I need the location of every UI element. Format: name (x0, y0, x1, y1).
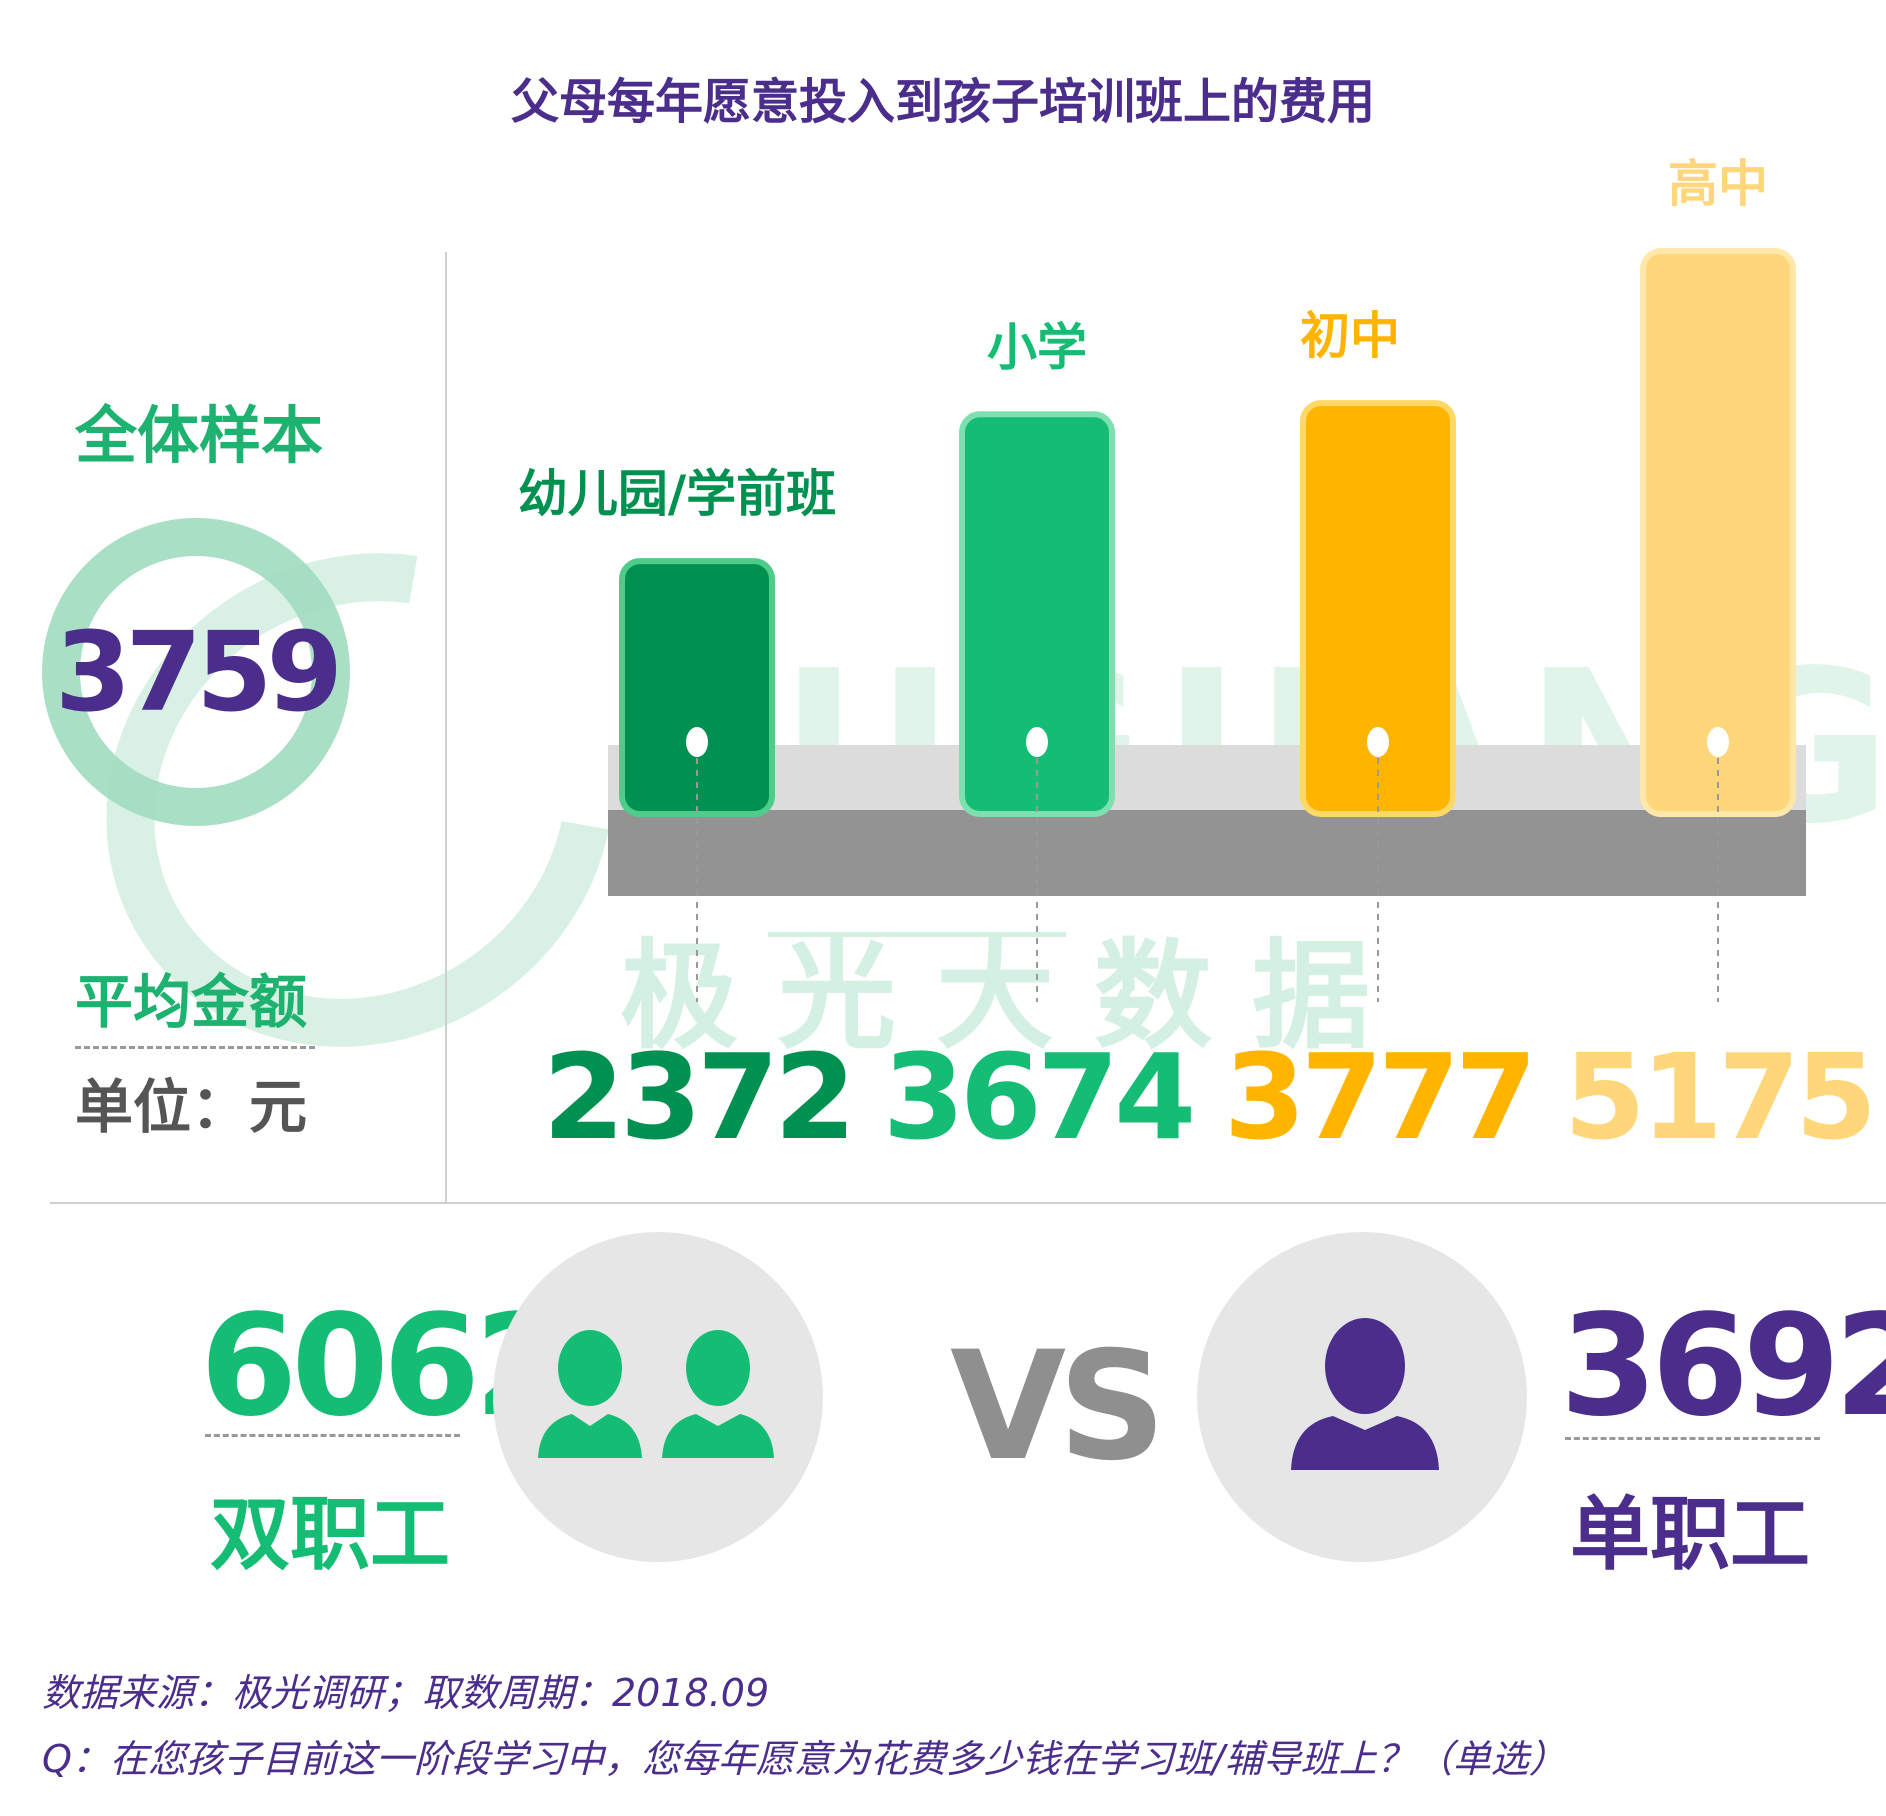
avg-label-divider (75, 1046, 315, 1049)
bar-value-4: 5175 (1564, 1028, 1872, 1166)
dual-income-label: 双职工 (210, 1488, 450, 1581)
panel-divider-horizontal (50, 1202, 1886, 1204)
panel-divider-vertical (445, 252, 447, 1204)
single-person-icon (1291, 1318, 1439, 1470)
chart-title: 父母每年愿意投入到孩子培训班上的费用 (510, 74, 1375, 130)
platform-base (608, 810, 1806, 896)
bar-chart: 幼儿园/学前班 2372 小学 3674 初中 3777 高中 5175 (518, 155, 1877, 1166)
bar-value-3: 3777 (1224, 1028, 1532, 1166)
bars-group: 幼儿园/学前班 2372 小学 3674 初中 3777 高中 5175 (518, 155, 1877, 1166)
bar-label-3: 初中 (1300, 307, 1400, 365)
bar-dot-3 (1367, 727, 1389, 757)
overall-sample-label: 全体样本 (75, 399, 324, 472)
bar-1 (619, 558, 775, 817)
bar-dot-2 (1026, 727, 1048, 757)
survey-question-note: Q：在您孩子目前这一阶段学习中，您每年愿意为花费多少钱在学习班/辅导班上？（单选… (42, 1737, 1567, 1781)
overall-value: 3759 (54, 608, 343, 736)
bar-label-1: 幼儿园/学前班 (518, 465, 836, 523)
bar-4 (1640, 248, 1796, 817)
bar-value-1: 2372 (543, 1028, 851, 1166)
bar-dot-4 (1707, 727, 1729, 757)
two-people-icon (538, 1330, 774, 1458)
versus-label: VS (950, 1320, 1166, 1494)
bar-value-2: 3674 (883, 1028, 1191, 1166)
watermark-divider (768, 932, 1066, 937)
bar-dot-1 (686, 727, 708, 757)
data-source-note: 数据来源：极光调研；取数周期：2018.09 (42, 1671, 770, 1715)
single-income-label: 单职工 (1570, 1488, 1810, 1581)
single-income-value: 3692 (1560, 1285, 1886, 1448)
bar-label-4: 高中 (1668, 155, 1768, 213)
average-amount-label: 平均金额 (75, 968, 308, 1036)
bar-label-2: 小学 (987, 318, 1087, 376)
bar-3 (1300, 400, 1456, 817)
platform-top (608, 745, 1806, 815)
bar-2 (959, 411, 1115, 817)
dual-income-divider (205, 1434, 460, 1437)
watermark-chinese: 极光大数据 (620, 927, 1411, 1065)
single-income-divider (1565, 1437, 1820, 1440)
two-people-icon-circle (493, 1232, 823, 1562)
unit-label: 单位：元 (75, 1073, 308, 1141)
